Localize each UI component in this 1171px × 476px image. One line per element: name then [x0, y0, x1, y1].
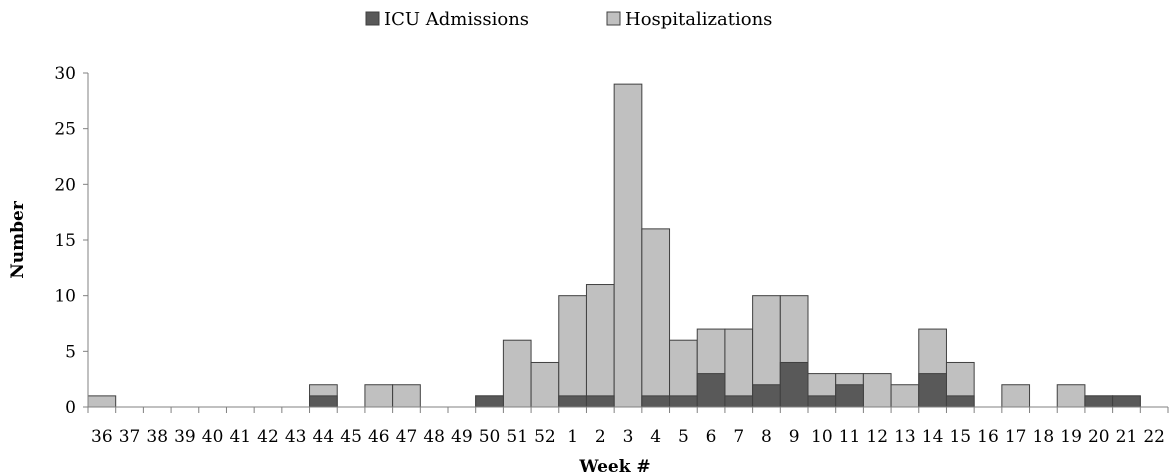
x-tick-label: 12: [866, 427, 888, 447]
hospitalization-bar-2: [585, 284, 615, 408]
x-tick-label: 13: [894, 427, 916, 447]
y-axis-title: Number: [8, 200, 28, 279]
hospitalization-bar-12: [862, 373, 892, 408]
x-tick-label: 38: [146, 427, 168, 447]
icu-bar-2: [585, 395, 615, 408]
y-tick-label: 5: [65, 342, 76, 362]
icu-bar-5: [669, 395, 698, 408]
x-tick-label: 43: [285, 427, 307, 447]
legend-swatch-icu: [365, 11, 380, 26]
icu-bar-15: [945, 395, 975, 408]
legend-label-icu: ICU Admissions: [384, 9, 529, 30]
x-tick-label: 37: [119, 427, 141, 447]
x-tick-label: 9: [789, 427, 800, 447]
icu-bar-50: [475, 395, 504, 408]
x-tick-label: 50: [479, 427, 501, 447]
y-tick-label: 0: [65, 398, 76, 418]
x-tick-label: 48: [423, 427, 445, 447]
hospitalization-bar-46: [364, 384, 394, 408]
legend: ICU Admissions Hospitalizations: [365, 9, 772, 30]
x-tick-label: 2: [595, 427, 606, 447]
icu-bar-6: [696, 373, 726, 408]
icu-bar-9: [779, 361, 809, 408]
x-tick-label: 46: [368, 427, 390, 447]
x-tick-label: 21: [1116, 427, 1138, 447]
icu-bar-4: [641, 395, 671, 408]
x-tick-label: 47: [396, 427, 418, 447]
y-tick-label: 30: [54, 64, 76, 84]
y-tick-label: 20: [54, 175, 76, 195]
x-tick-label: 5: [678, 427, 689, 447]
icu-bar-11: [835, 384, 864, 408]
hospitalization-bar-13: [890, 384, 920, 408]
hospitalization-bar-17: [1001, 384, 1031, 408]
y-tick-label: 25: [54, 120, 76, 140]
x-tick-label: 6: [706, 427, 717, 447]
x-tick-label: 10: [811, 427, 833, 447]
x-tick-label: 49: [451, 427, 473, 447]
icu-bar-10: [807, 395, 837, 408]
icu-bar-7: [724, 395, 754, 408]
x-tick-label: 15: [949, 427, 971, 447]
y-tick-label: 10: [54, 287, 76, 307]
hospitalization-bar-7: [724, 328, 754, 408]
x-tick-label: 11: [839, 427, 861, 447]
x-tick-label: 45: [340, 427, 362, 447]
x-tick-label: 3: [623, 427, 634, 447]
x-tick-label: 39: [174, 427, 196, 447]
x-tick-label: 8: [761, 427, 772, 447]
x-tick-label: 19: [1060, 427, 1082, 447]
icu-bar-14: [918, 373, 947, 408]
x-tick-label: 36: [91, 427, 113, 447]
x-tick-label: 7: [733, 427, 744, 447]
legend-swatch-hospitalizations: [606, 11, 621, 26]
icu-bar-44: [309, 395, 338, 408]
icu-bar-20: [1084, 395, 1114, 408]
x-tick-label: 51: [506, 427, 528, 447]
hospitalization-bar-36: [87, 395, 117, 408]
hospitalization-bar-1: [558, 295, 587, 408]
x-tick-label: 40: [202, 427, 224, 447]
hospitalization-bar-52: [530, 361, 560, 408]
icu-bar-8: [752, 384, 781, 408]
x-tick-label: 20: [1088, 427, 1110, 447]
x-axis-title: Week #: [578, 457, 650, 476]
x-tick-label: 4: [650, 427, 661, 447]
hospitalization-bar-51: [502, 339, 532, 408]
legend-label-hospitalizations: Hospitalizations: [625, 9, 772, 30]
hospitalization-bar-4: [641, 228, 671, 408]
hospitalization-bar-3: [613, 83, 643, 408]
x-tick-label: 1: [567, 427, 578, 447]
x-tick-label: 52: [534, 427, 556, 447]
x-tick-label: 44: [313, 427, 335, 447]
x-tick-label: 17: [1005, 427, 1027, 447]
icu-bar-21: [1112, 395, 1141, 408]
x-tick-label: 18: [1033, 427, 1055, 447]
x-tick-label: 41: [229, 427, 251, 447]
hospitalization-bar-19: [1056, 384, 1086, 408]
x-tick-label: 14: [922, 427, 944, 447]
y-tick-label: 15: [54, 231, 76, 251]
hospitalization-bar-47: [392, 384, 421, 408]
icu-bar-1: [558, 395, 587, 408]
x-tick-label: 42: [257, 427, 279, 447]
x-tick-label: 16: [977, 427, 999, 447]
x-tick-label: 22: [1143, 427, 1165, 447]
